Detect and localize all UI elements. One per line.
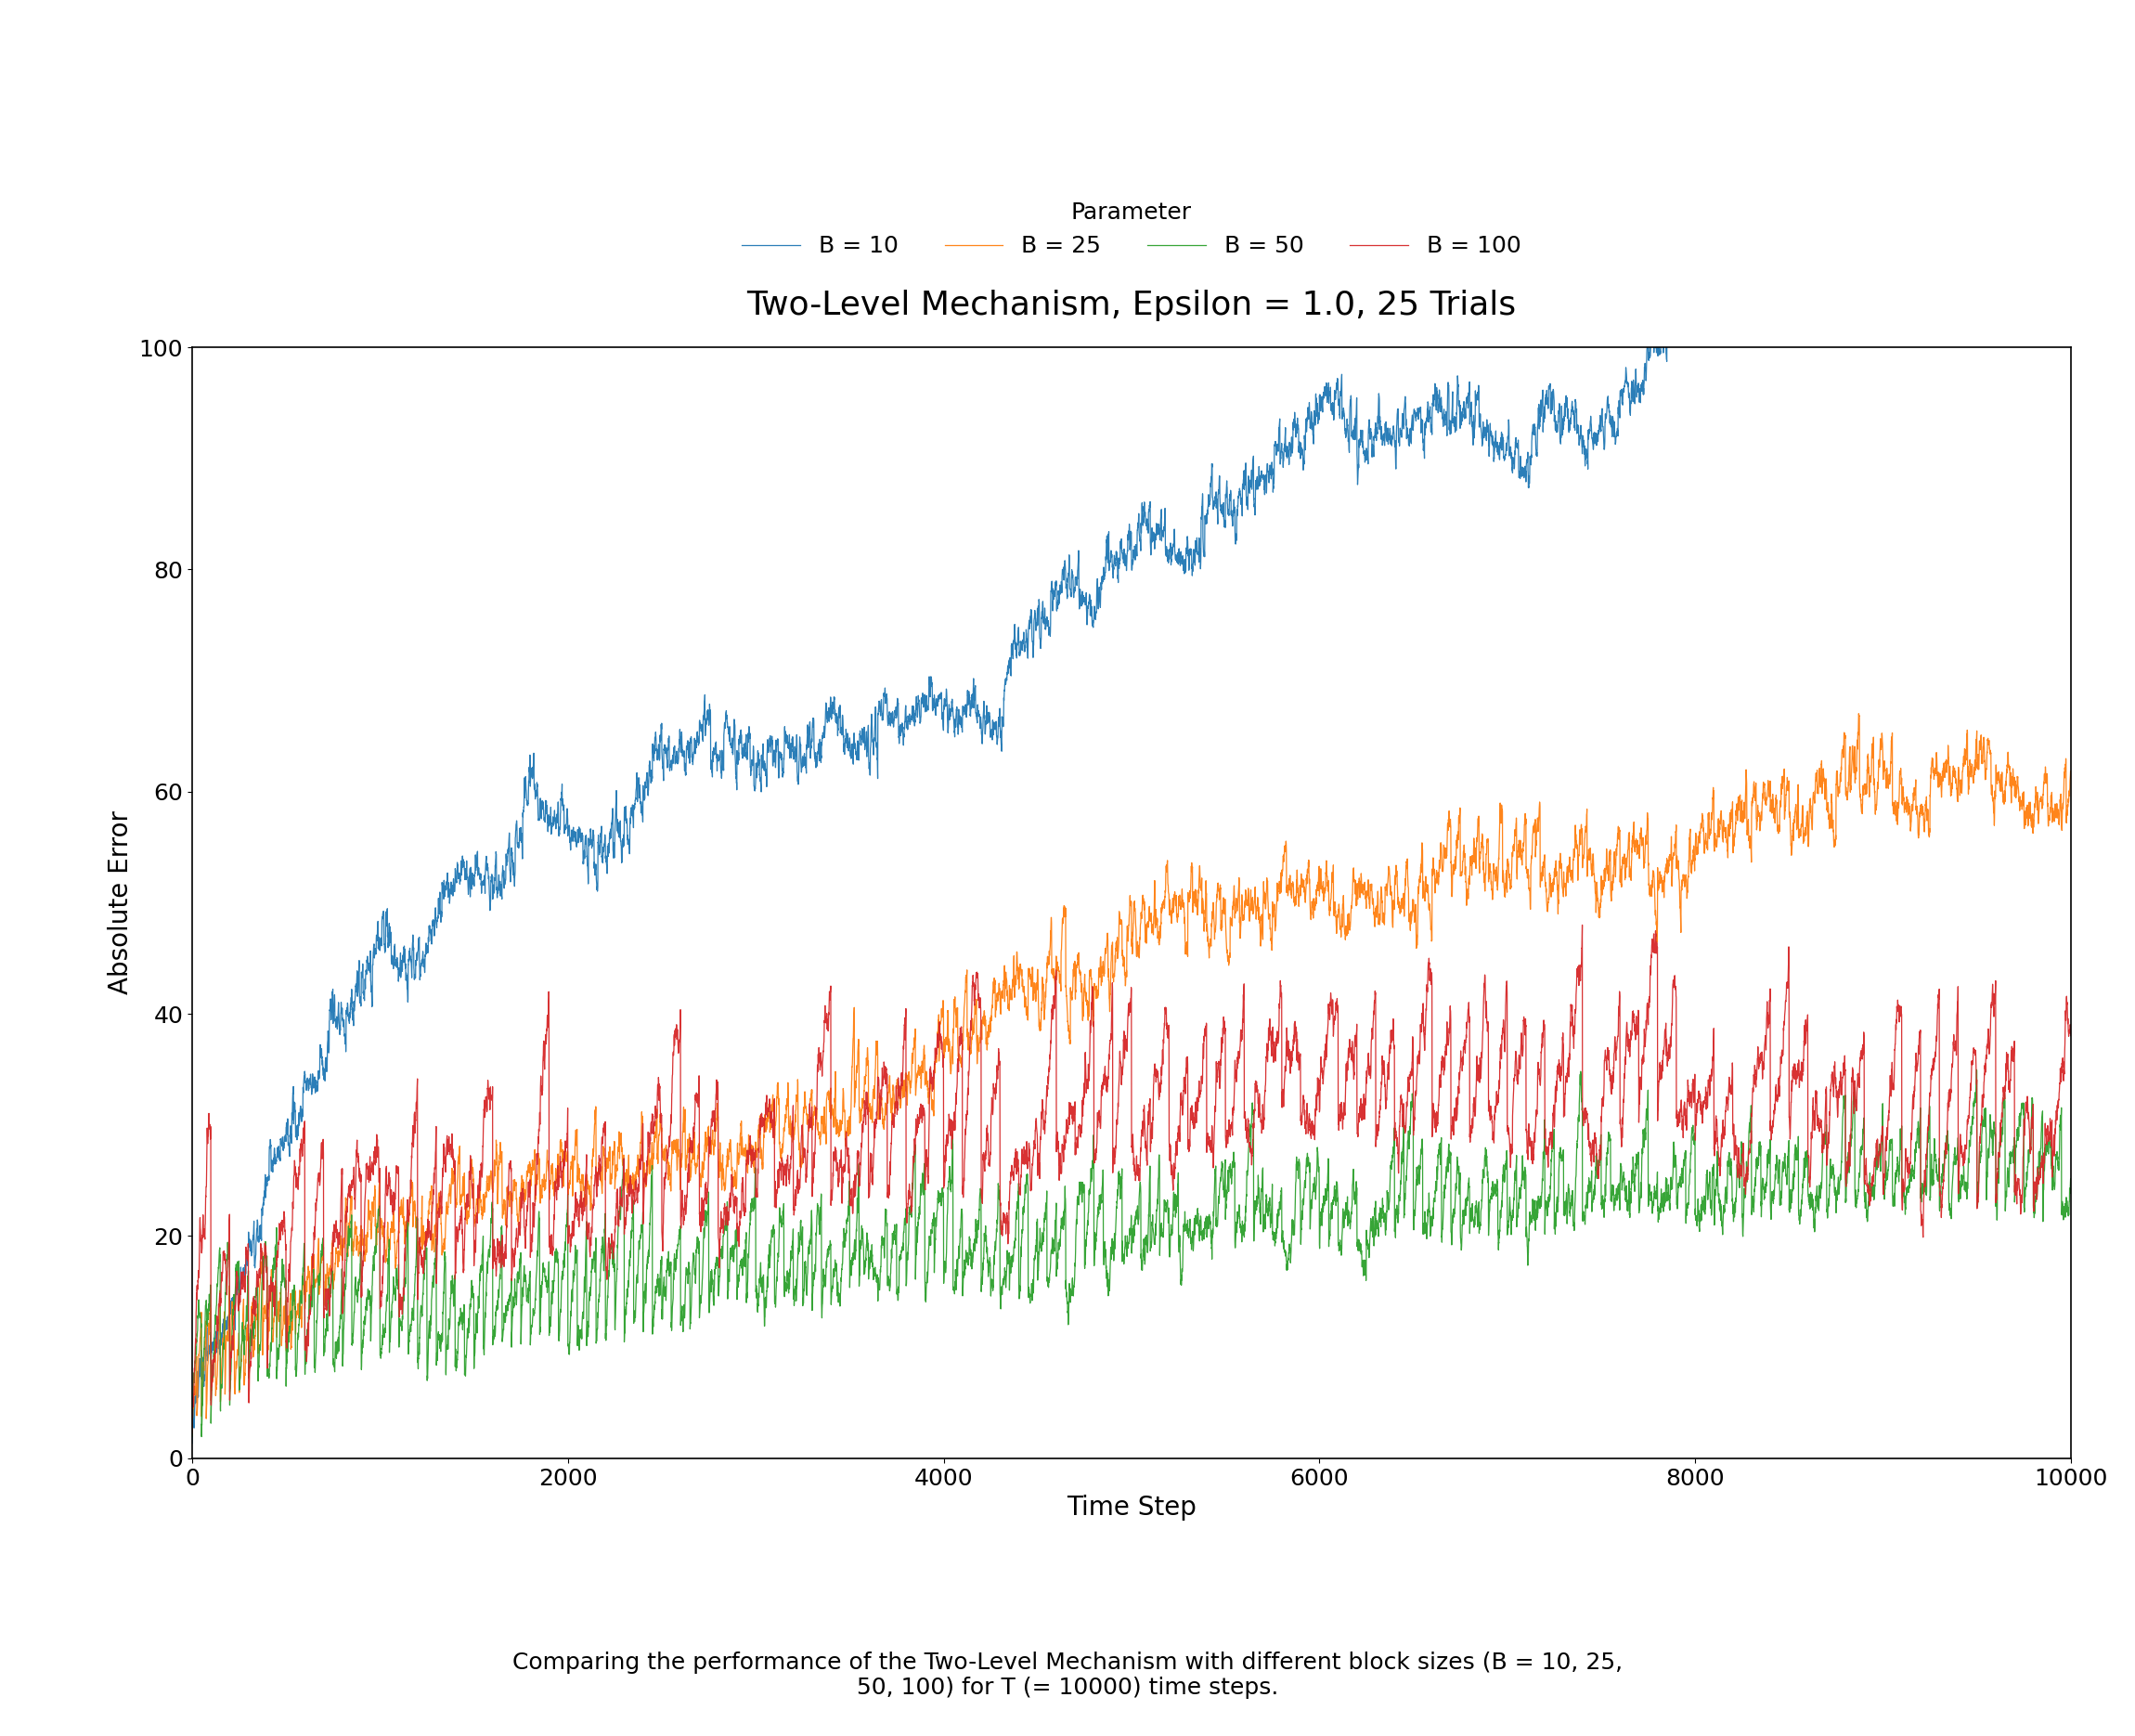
B = 10 bbox=[179, 1432, 205, 1453]
Legend: B = 10, B = 25, B = 50, B = 100: B = 10, B = 25, B = 50, B = 100 bbox=[732, 193, 1531, 267]
B = 50 bbox=[292, 1252, 318, 1272]
Line: B = 50: B = 50 bbox=[192, 1069, 2071, 1437]
B = 50 bbox=[179, 1427, 205, 1448]
Line: B = 25: B = 25 bbox=[192, 713, 2071, 1436]
B = 25 bbox=[256, 1286, 282, 1307]
B = 50 bbox=[1958, 1121, 1983, 1142]
Line: B = 100: B = 100 bbox=[192, 925, 2071, 1432]
B = 25 bbox=[188, 1319, 214, 1340]
B = 25 bbox=[547, 1134, 572, 1154]
B = 25 bbox=[2058, 767, 2084, 788]
B = 10 bbox=[1097, 550, 1123, 571]
B = 25 bbox=[179, 1425, 205, 1446]
B = 100 bbox=[1569, 915, 1595, 936]
B = 10 bbox=[1958, 241, 1983, 262]
X-axis label: Time Step: Time Step bbox=[1068, 1495, 1196, 1521]
B = 50 bbox=[256, 1356, 282, 1377]
B = 100 bbox=[256, 1288, 282, 1309]
B = 100 bbox=[2058, 1026, 2084, 1047]
B = 100 bbox=[547, 1153, 572, 1174]
B = 10 bbox=[188, 1349, 214, 1370]
B = 50 bbox=[2058, 1168, 2084, 1189]
B = 25 bbox=[292, 1279, 318, 1300]
B = 100 bbox=[1097, 1029, 1123, 1050]
B = 25 bbox=[1847, 703, 1872, 724]
B = 100 bbox=[188, 1226, 214, 1246]
B = 100 bbox=[1958, 1064, 1983, 1085]
B = 10 bbox=[256, 1137, 282, 1158]
B = 50 bbox=[188, 1305, 214, 1326]
B = 25 bbox=[1958, 760, 1983, 781]
B = 10 bbox=[1832, 160, 1857, 181]
B = 50 bbox=[1964, 1059, 1990, 1080]
Y-axis label: Absolute Error: Absolute Error bbox=[107, 811, 135, 995]
Line: B = 10: B = 10 bbox=[192, 170, 2071, 1443]
B = 50 bbox=[1097, 1246, 1123, 1267]
B = 10 bbox=[292, 1064, 318, 1085]
B = 50 bbox=[547, 1299, 572, 1319]
Text: Comparing the performance of the Two-Level Mechanism with different block sizes : Comparing the performance of the Two-Lev… bbox=[512, 1651, 1623, 1700]
B = 25 bbox=[1097, 976, 1123, 996]
B = 10 bbox=[547, 804, 572, 825]
B = 100 bbox=[292, 1113, 318, 1134]
Title: Two-Level Mechanism, Epsilon = 1.0, 25 Trials: Two-Level Mechanism, Epsilon = 1.0, 25 T… bbox=[747, 290, 1516, 321]
B = 100 bbox=[179, 1422, 205, 1443]
B = 10 bbox=[2058, 271, 2084, 292]
